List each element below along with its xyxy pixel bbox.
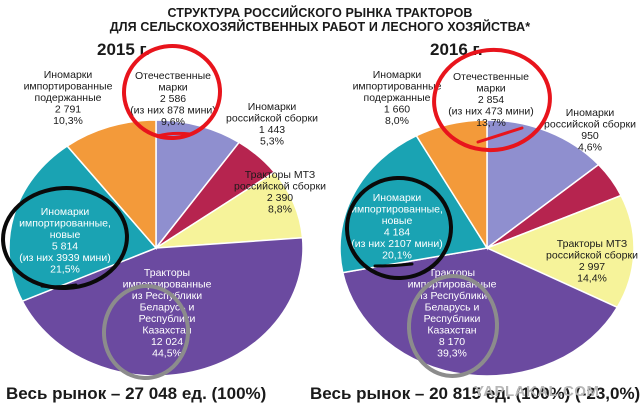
hand-annotations (1, 43, 552, 380)
black-circle-2015 (1, 185, 129, 291)
label-belarus-kazakhstan-2015: Тракторы импортированные из Республики Бела… (123, 267, 212, 360)
slice-mtz-2016 (485, 194, 635, 309)
pie-title-2015: 2015 г. (97, 40, 150, 59)
black-circle-2016 (345, 175, 453, 281)
total-market-2016: Весь рынок – 20 815 ед. (100%) (-23,0%) (310, 384, 640, 403)
gray-circle-2016 (406, 274, 500, 378)
watermark-text: YAPLAKAL.COM (474, 383, 600, 400)
red-underline-2015 (156, 131, 192, 138)
label-foreign-used-2015: Иномарки импортированные подержанные 2 791 1… (24, 69, 113, 127)
pie-2015 (8, 119, 304, 377)
black-underline-2015 (40, 283, 78, 289)
label-domestic-2015: Отечественные марки 2 586 (из них 878 мини)… (130, 70, 216, 128)
chart-title-line-2: ДЛЯ СЕЛЬСКОХОЗЯЙСТВЕННЫХ РАБОТ И ЛЕСНОГО… (109, 20, 531, 34)
slice-domestic-2016 (486, 119, 600, 250)
red-underline-2016 (476, 126, 524, 144)
label-foreign-assembled-2016: Иномарки российской сборки 950 4,6% (544, 107, 636, 154)
chart-title-line-1: СТРУКТУРА РОССИЙСКОГО РЫНКА ТРАКТОРОВ (167, 6, 473, 20)
total-market-2015: Весь рынок – 27 048 ед. (100%) (6, 384, 267, 403)
label-mtz-2015: Тракторы МТЗ российской сборки 2 390 8,8% (234, 169, 326, 216)
slice-foreign-used-2016 (415, 119, 488, 251)
red-circle-2016 (432, 47, 552, 153)
label-foreign-new-2016: Иномарки импортированные, новые 4 184 (из ни… (351, 192, 443, 262)
gray-circle-2015 (101, 284, 191, 380)
label-foreign-new-2015: Иномарки импортированные, новые 5 814 (из ни… (19, 206, 111, 276)
black-underline-2016 (373, 262, 414, 268)
label-belarus-kazakhstan-2016: Тракторы импортированные из Республики Бела… (408, 267, 497, 360)
slice-mtz-2015 (155, 171, 304, 249)
slice-domestic-2015 (155, 119, 241, 251)
label-foreign-used-2016: Иномарки импортированные подержанные 1 660 8… (353, 69, 442, 127)
label-mtz-2016: Тракторы МТЗ российской сборки 2 997 14,4% (546, 238, 638, 285)
slice-labels: Отечественные марки 2 586 (из них 878 мини)… (19, 69, 638, 360)
label-foreign-assembled-2015: Иномарки российской сборки 1 443 5,3% (226, 101, 318, 148)
red-circle-2015 (122, 43, 222, 141)
label-domestic-2016: Отечественные марки 2 854 (из них 473 мини)… (448, 71, 534, 129)
slice-belarus-kazakhstan-2015 (21, 237, 304, 377)
slice-foreign-used-2015 (66, 119, 157, 251)
